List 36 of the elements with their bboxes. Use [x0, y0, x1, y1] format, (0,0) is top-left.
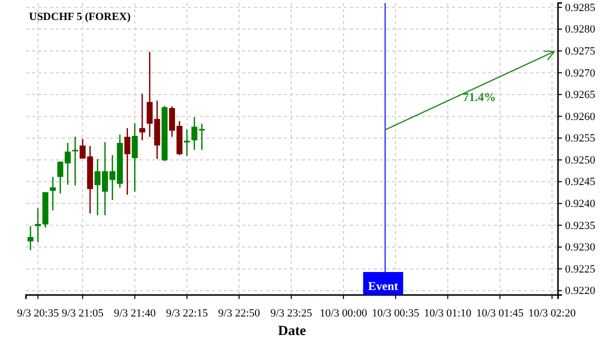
x-tick-label: 9/3 21:40	[114, 307, 156, 320]
annotation: 71.4%	[462, 90, 496, 104]
y-tick-label: 0.9270	[565, 67, 596, 80]
x-tick-label: 10/3 01:45	[476, 307, 524, 320]
y-tick-label: 0.9285	[565, 2, 596, 14]
candlestick	[27, 225, 34, 251]
x-tick-label: 9/3 23:25	[270, 307, 313, 320]
x-tick-label: 10/3 02:20	[528, 307, 576, 320]
y-tick-label: 0.9275	[565, 45, 596, 58]
y-tick-label: 0.9225	[565, 263, 596, 276]
x-tick-label: 10/3 00:00	[320, 307, 368, 320]
y-tick-label: 0.9240	[565, 198, 596, 210]
candlestick	[132, 122, 138, 192]
y-tick-label: 0.9230	[565, 242, 596, 254]
y-tick-label: 0.9250	[565, 154, 596, 166]
x-tick-label: 10/3 00:35	[372, 307, 420, 320]
y-tick-label: 0.9245	[565, 176, 596, 188]
candlestick	[72, 136, 78, 186]
x-tick-label: 9/3 21:05	[62, 307, 104, 320]
candlestick	[50, 176, 56, 212]
y-tick-label: 0.9280	[565, 24, 596, 36]
y-tick-label: 0.9260	[565, 110, 596, 123]
text: USDCHF 5 (FOREX)	[29, 11, 131, 23]
y-tick-label: 0.9265	[565, 89, 596, 102]
y-tick-label: 0.9235	[565, 220, 596, 232]
ref-line-label: Event	[368, 279, 398, 293]
candlestick	[124, 127, 130, 196]
y-tick-label: 0.9220	[565, 285, 596, 298]
x-tick-label: 9/3 22:15	[166, 307, 208, 320]
candlestick	[184, 128, 190, 157]
candlestick	[139, 93, 146, 141]
y-tick-label: 0.9255	[565, 132, 596, 145]
x-tick-label: 9/3 22:50	[218, 307, 261, 320]
x-tick-label: 10/3 01:10	[424, 307, 472, 320]
x-tick-label: 9/3 20:35	[16, 307, 60, 320]
x-axis-title: Date	[278, 324, 306, 339]
